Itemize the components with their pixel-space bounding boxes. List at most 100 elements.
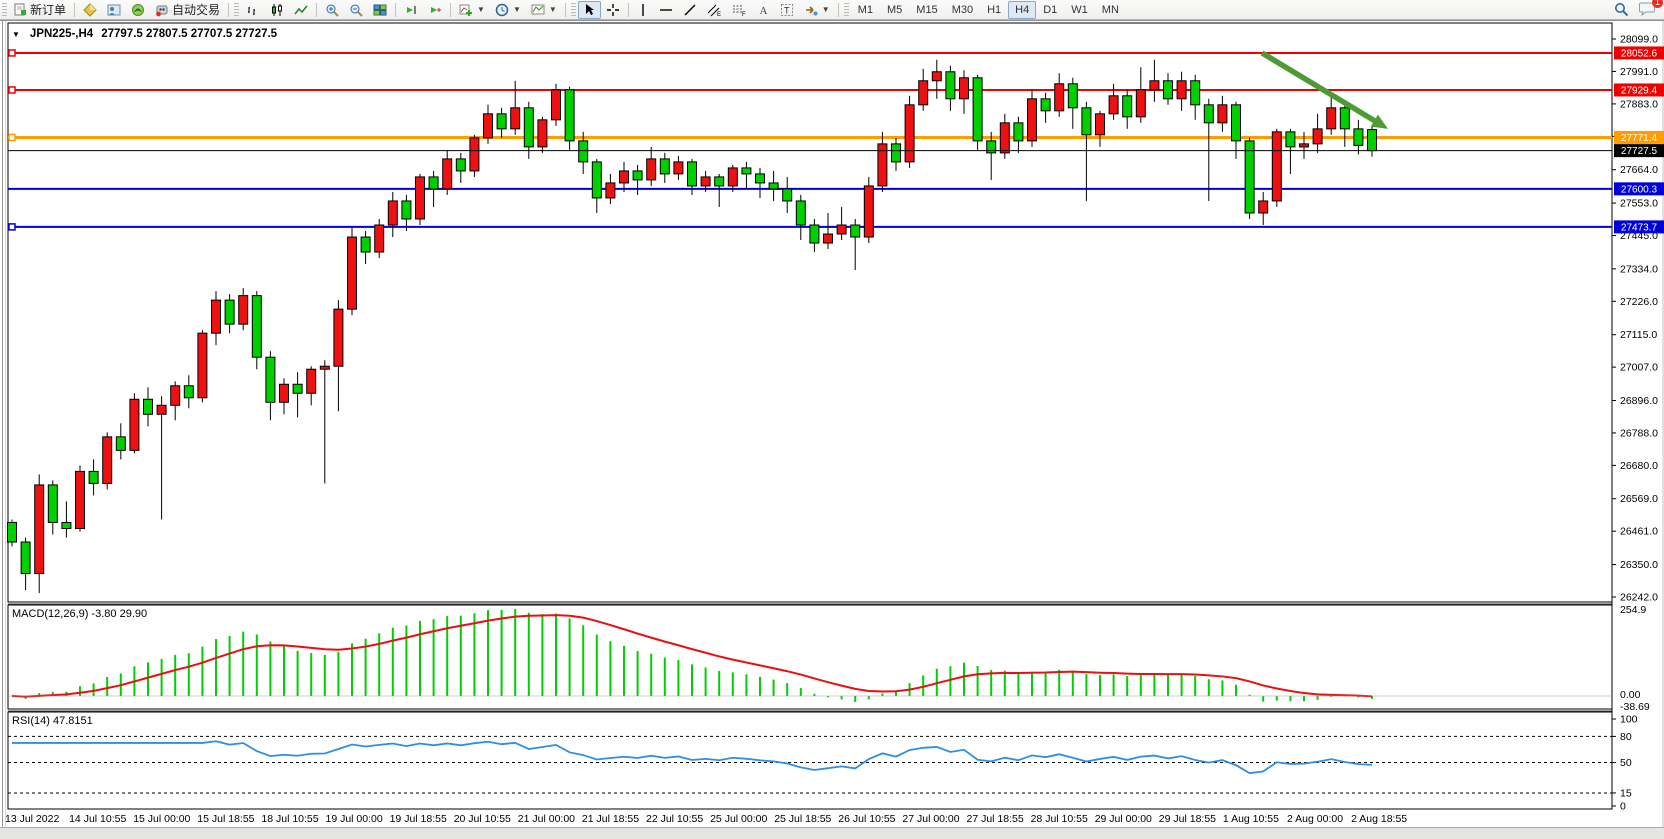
toolbar-drag-handle[interactable] — [570, 2, 576, 17]
quotes-diamond-icon — [83, 2, 97, 17]
level-price-badge — [1614, 46, 1664, 60]
news-button[interactable] — [126, 1, 150, 19]
vertical-line-button[interactable] — [632, 1, 654, 19]
svg-text:19 Jul 18:55: 19 Jul 18:55 — [390, 813, 447, 825]
line-anchor-handle[interactable] — [8, 133, 16, 142]
zoom-in-icon — [326, 4, 339, 17]
zoom-in-button[interactable] — [320, 1, 344, 19]
pane-frames — [7, 22, 1613, 810]
toolbar-drag-handle[interactable] — [2, 2, 7, 17]
chart-shift-button[interactable] — [423, 1, 447, 19]
svg-text:21 Jul 18:55: 21 Jul 18:55 — [582, 813, 639, 825]
svg-text:27553.0: 27553.0 — [1620, 198, 1658, 210]
svg-text:E: E — [717, 12, 721, 17]
svg-text:0.00: 0.00 — [1620, 689, 1641, 701]
line-anchor-handle[interactable] — [8, 49, 16, 57]
svg-text:26 Jul 10:55: 26 Jul 10:55 — [838, 813, 895, 825]
new-order-button[interactable]: 新订单 — [9, 1, 71, 19]
trendline-button[interactable] — [678, 1, 702, 19]
quotes-button[interactable] — [78, 1, 102, 19]
dropdown-caret: ▼ — [512, 5, 521, 14]
date-axis: 13 Jul 2022 14 Jul 10:55 15 Jul 00:00 15 Ju… — [5, 813, 1407, 825]
tile-windows-button[interactable] — [368, 1, 392, 19]
level-price-badge — [1614, 220, 1664, 234]
fibonacci-button[interactable]: F — [727, 1, 752, 19]
timeframe-D1[interactable]: D1 — [1043, 3, 1058, 16]
line-anchor-handle[interactable] — [8, 86, 16, 94]
timeframe-W1[interactable]: W1 — [1071, 3, 1088, 16]
svg-text:27473.7: 27473.7 — [1621, 222, 1658, 233]
svg-text:26680.0: 26680.0 — [1620, 460, 1658, 472]
svg-text:26896.0: 26896.0 — [1620, 395, 1658, 407]
cursor-arrow-icon — [585, 4, 594, 15]
chart-canvas[interactable]: 28099.027991.027883.027775.027664.027553… — [0, 21, 1664, 839]
svg-text:27600.3: 27600.3 — [1621, 184, 1658, 195]
timeframe-M15[interactable]: M15 — [916, 3, 938, 16]
macd-indicator-label: MACD(12,26,9) -3.80 29.90 — [12, 608, 148, 620]
chat-button[interactable]: 1 — [1639, 0, 1663, 19]
periods-button[interactable]: ▼ — [490, 1, 526, 19]
svg-text:2 Aug 00:00: 2 Aug 00:00 — [1287, 813, 1343, 825]
search-icon[interactable] — [1614, 2, 1629, 17]
one-click-trading-collapse-icon[interactable]: ▼ — [12, 29, 20, 39]
crosshair-icon — [606, 3, 619, 16]
svg-text:27883.0: 27883.0 — [1620, 98, 1658, 110]
svg-text:29 Jul 18:55: 29 Jul 18:55 — [1159, 813, 1216, 825]
svg-text:28 Jul 10:55: 28 Jul 10:55 — [1031, 813, 1088, 825]
dropdown-caret: ▼ — [821, 5, 830, 14]
new-order-label: 新订单 — [30, 3, 67, 17]
timeframe-M5[interactable]: M5 — [887, 3, 903, 16]
horizontal-line-icon — [659, 8, 672, 11]
rsi-line — [12, 740, 1373, 775]
timeframe-H1[interactable]: H1 — [987, 3, 1002, 16]
crosshair-button[interactable] — [601, 1, 625, 19]
text-button[interactable]: A — [752, 1, 775, 19]
bar-chart-button[interactable] — [241, 1, 265, 19]
market-data-button[interactable] — [102, 1, 126, 19]
level-line-27600.3[interactable]: 27600.3 — [8, 182, 1664, 196]
equidistant-channel-button[interactable]: E — [702, 1, 727, 19]
dropdown-caret: ▼ — [548, 5, 557, 14]
main-toolbar: 新订单 自动交易 — [0, 0, 1664, 20]
indicators-button[interactable]: ▼ — [454, 1, 490, 19]
candlestick-chart-button[interactable] — [265, 1, 289, 19]
trend-arrow-annotation[interactable] — [1260, 50, 1388, 129]
text-label-button[interactable]: T — [775, 1, 799, 19]
timeframe-M1[interactable]: M1 — [857, 3, 873, 16]
auto-scroll-button[interactable] — [399, 1, 423, 19]
toolbar-drag-handle[interactable] — [234, 2, 240, 17]
cursor-button[interactable] — [577, 0, 601, 19]
auto-trading-label: 自动交易 — [172, 3, 221, 17]
svg-text:27991.0: 27991.0 — [1620, 66, 1658, 78]
horizontal-line-button[interactable] — [654, 1, 678, 19]
channel-icon: E — [707, 4, 721, 17]
level-line-27929.4[interactable]: 27929.4 — [8, 83, 1664, 97]
auto-trading-button[interactable]: 自动交易 — [150, 1, 225, 19]
svg-text:27115.0: 27115.0 — [1620, 329, 1657, 341]
timeframe-toolbar: M1 M5 M15 M30 H1 H4 D1 W1 MN — [851, 0, 1126, 20]
line-chart-button[interactable] — [289, 1, 313, 19]
svg-text:T: T — [784, 5, 790, 15]
timeframe-MN[interactable]: MN — [1101, 3, 1119, 16]
svg-text:22 Jul 10:55: 22 Jul 10:55 — [646, 813, 703, 825]
timeframe-H4[interactable]: H4 — [1008, 0, 1037, 19]
shapes-button[interactable]: ▼ — [799, 1, 835, 19]
templates-button[interactable]: ▼ — [526, 1, 562, 19]
line-anchor-handle[interactable] — [8, 223, 16, 231]
svg-text:28052.6: 28052.6 — [1621, 48, 1658, 59]
svg-text:27 Jul 18:55: 27 Jul 18:55 — [967, 813, 1024, 825]
svg-text:27727.5: 27727.5 — [1621, 146, 1658, 157]
auto-scroll-icon — [407, 5, 416, 14]
zoom-out-button[interactable] — [344, 1, 368, 19]
svg-text:2 Aug 18:55: 2 Aug 18:55 — [1351, 813, 1407, 825]
chart-shift-icon — [431, 6, 442, 13]
level-line-28052.6[interactable]: 28052.6 — [8, 46, 1664, 60]
arrows-shape-icon — [805, 5, 818, 15]
macd-signal-line — [11, 614, 1373, 698]
line-chart-icon — [294, 5, 308, 14]
text-label-icon: T — [780, 3, 793, 16]
toolbar-drag-handle[interactable] — [843, 2, 849, 17]
tile-windows-icon — [373, 4, 387, 15]
timeframe-M30[interactable]: M30 — [951, 3, 974, 16]
svg-text:27 Jul 00:00: 27 Jul 00:00 — [902, 813, 959, 825]
